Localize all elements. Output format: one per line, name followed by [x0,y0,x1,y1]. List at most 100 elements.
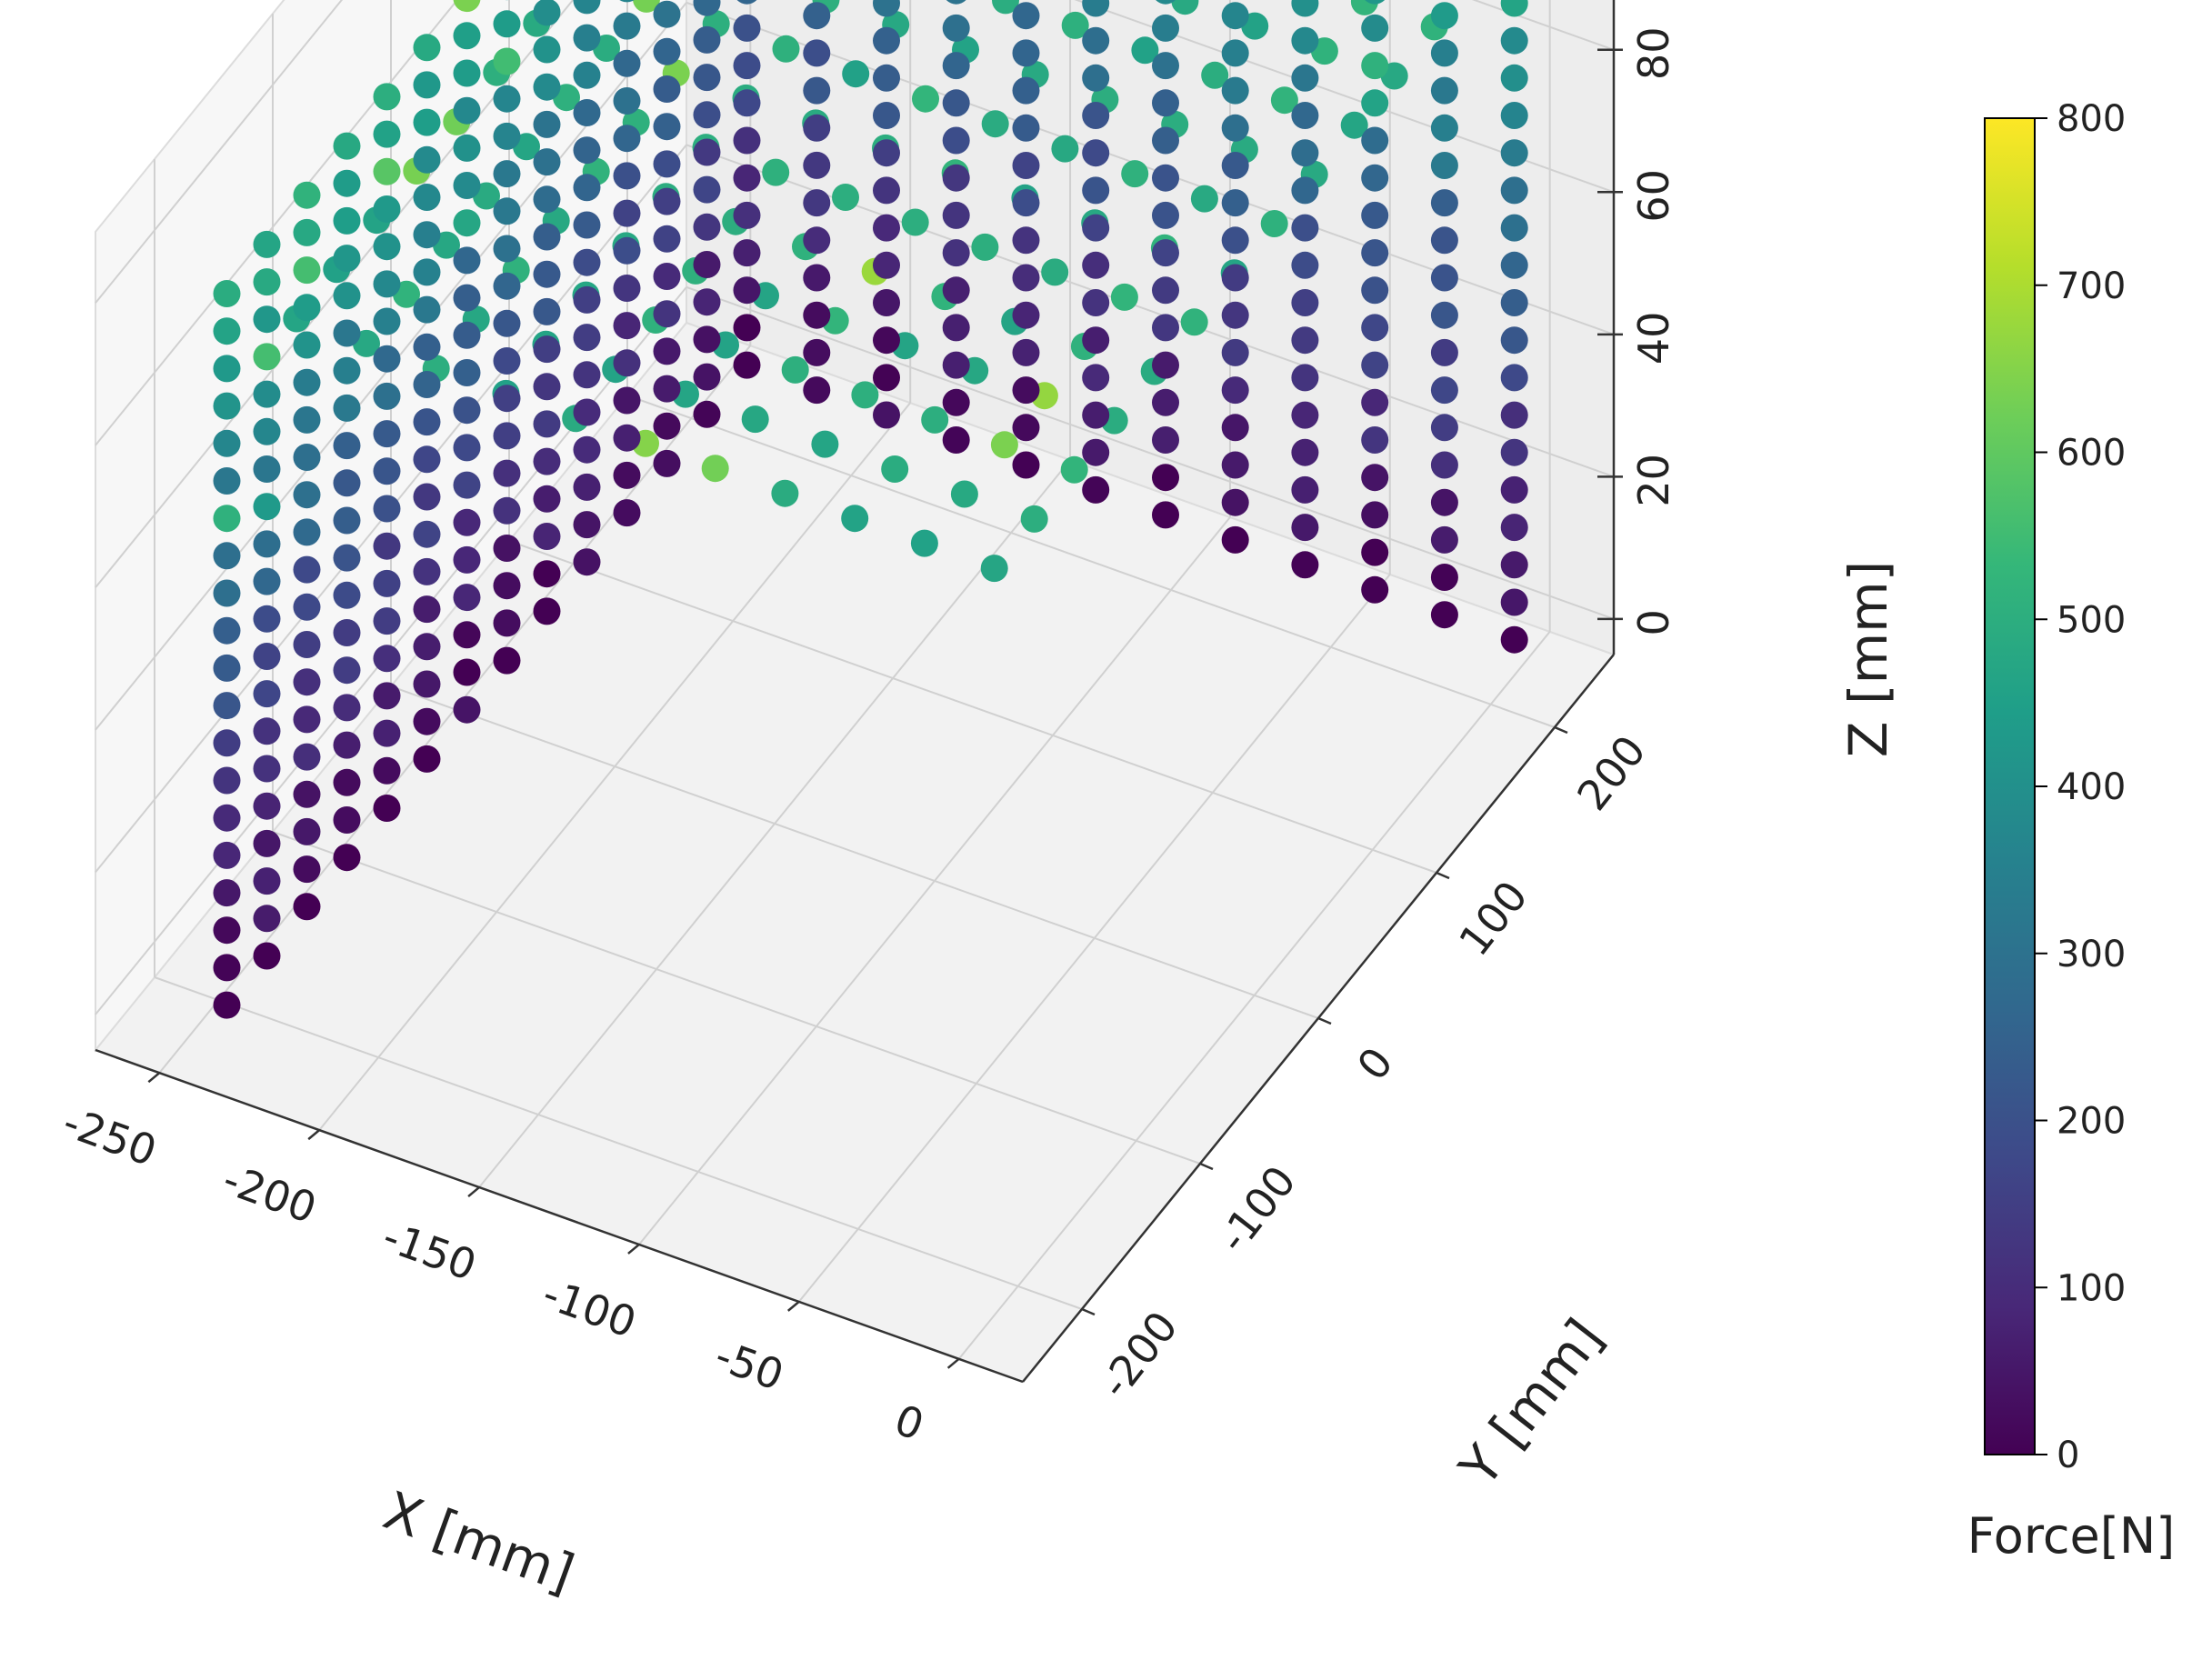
scatter-point [453,59,481,87]
scatter-point [293,256,321,285]
scatter-point [493,609,521,637]
scatter-point [1500,364,1528,392]
scatter-point [1430,226,1458,255]
scatter-point [533,148,561,176]
scatter-point [1221,301,1249,329]
scatter-point [293,294,321,322]
scatter-point [1012,226,1040,255]
x-axis-line [95,1048,1024,1384]
y-tick-mark [1081,1307,1096,1316]
scatter-point [533,560,561,588]
scatter-point [1500,475,1528,504]
scatter-point [1152,52,1179,80]
scatter-point [413,445,441,474]
scatter-point [333,245,361,273]
scatter-point [573,361,601,389]
y-tick-label: 200 [1567,726,1656,819]
scatter-point [333,206,361,235]
scatter-point [1012,338,1040,366]
scatter-point [493,535,521,562]
y-grid-floor [272,831,1201,1165]
scatter-point [373,495,401,523]
scatter-point [493,160,521,188]
scatter-point [253,305,281,334]
scatter-point [781,355,809,384]
z-tick-label: 80 [1629,27,1678,81]
scatter-point [912,85,939,113]
scatter-point [1152,464,1179,492]
scatter-point [213,954,241,982]
scatter-point [253,268,281,296]
scatter-point [413,557,441,585]
scatter-point [1082,289,1110,316]
scatter-point [493,272,521,300]
scatter-point [533,373,561,401]
scatter-point [873,176,900,205]
scatter-point [1221,189,1249,217]
scatter-point [1500,401,1528,429]
scatter-point [1430,152,1458,179]
scatter-point [942,239,970,267]
scatter-point [1221,414,1249,442]
y-tick-mark [1436,871,1450,880]
scatter-point [253,755,281,783]
scatter-point [493,122,521,150]
scatter-point [873,364,900,392]
scatter-point [1152,426,1179,454]
scatter-point [873,64,900,92]
scatter-point [733,89,761,117]
scatter-point [533,447,561,475]
scatter-point [333,581,361,609]
y-tick-mark [1317,1016,1332,1025]
scatter-point [453,471,481,499]
scatter-point [493,197,521,225]
scatter-point [573,99,601,126]
scatter-point [1291,0,1319,17]
scatter-point [693,251,721,278]
scatter-point [1430,414,1458,442]
colorbar-gradient [1984,117,2036,1455]
scatter-point [533,73,561,101]
scatter-point [1361,351,1389,379]
scatter-point [950,480,978,508]
scatter-point [573,435,601,464]
scatter-point [413,745,441,773]
scatter-point [253,380,281,408]
colorbar-tick-label: 500 [2057,599,2126,641]
scatter-point [1361,314,1389,342]
scatter-point [1221,76,1249,105]
scatter-point [453,209,481,237]
scatter-point [1291,401,1319,429]
scatter-point [373,270,401,298]
scatter-point [1291,326,1319,355]
z-tick-label: 0 [1629,609,1678,635]
colorbar: 0 100 200 300 400 500 600 700 800 Force[N] [1967,98,2176,1565]
scatter-point [1430,601,1458,629]
scatter-point [453,284,481,312]
scatter-point [733,276,761,305]
scatter-point [373,195,401,223]
scatter-point [1082,214,1110,242]
scatter-point [1361,89,1389,117]
scatter-point [942,89,970,117]
scatter-point [333,844,361,872]
scatter-point [1430,301,1458,329]
y-axis-label: Y [mm] [1447,1307,1616,1498]
scatter-point [1152,201,1179,229]
scatter-point [253,792,281,820]
scatter-point [413,145,441,174]
scatter-point [1190,185,1218,213]
scatter-point [613,312,641,340]
scatter-point [613,87,641,115]
scatter-point [693,25,721,54]
scatter-point [873,289,900,316]
scatter-point [803,2,831,30]
scatter-point [213,616,241,645]
scatter-point [453,695,481,724]
scatter-point [693,0,721,16]
scatter-point [1152,388,1179,416]
scatter-point [1061,11,1089,39]
scatter-point [533,223,561,251]
scatter-point [736,0,757,5]
